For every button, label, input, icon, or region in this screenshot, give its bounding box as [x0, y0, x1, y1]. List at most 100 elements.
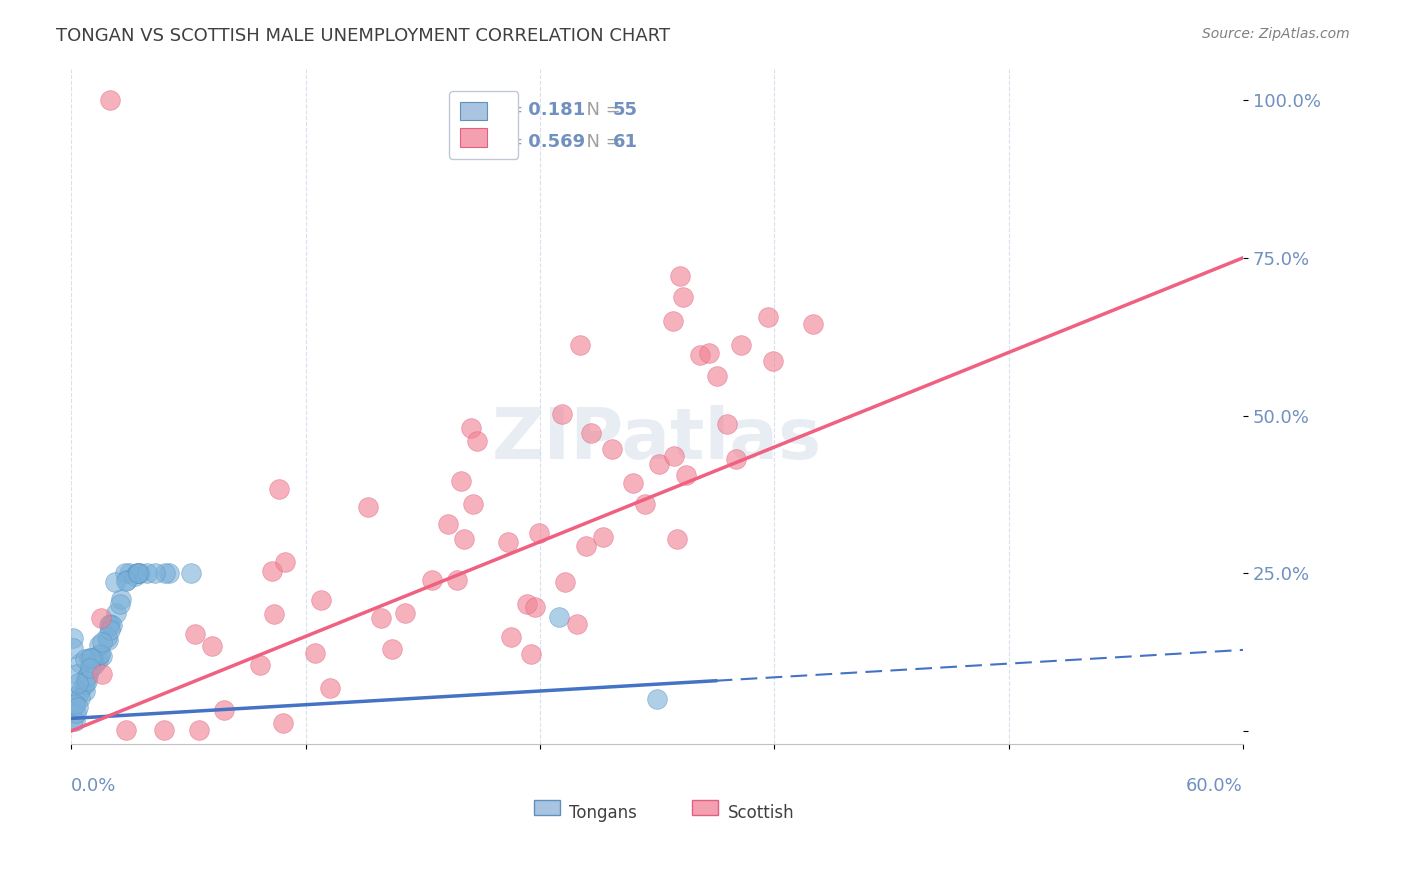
Point	[529, 526, 551, 541]
Point	[370, 610, 392, 624]
Point	[125, 566, 148, 581]
Point	[153, 566, 176, 581]
Point	[114, 566, 136, 581]
Point	[105, 606, 128, 620]
Text: Tongans: Tongans	[569, 805, 637, 822]
Point	[697, 346, 720, 360]
Point	[62, 712, 84, 726]
Point	[212, 703, 235, 717]
Point	[79, 650, 101, 665]
Point	[496, 534, 519, 549]
Text: 60.0%: 60.0%	[1187, 777, 1243, 795]
Point	[73, 683, 96, 698]
Point	[460, 421, 482, 435]
Text: ZIPatlas: ZIPatlas	[492, 405, 823, 475]
Point	[592, 531, 614, 545]
Text: Source: ZipAtlas.com: Source: ZipAtlas.com	[1202, 27, 1350, 41]
Point	[201, 639, 224, 653]
FancyBboxPatch shape	[692, 800, 718, 814]
Text: Scottish: Scottish	[727, 805, 794, 822]
Point	[76, 674, 98, 689]
Point	[621, 476, 644, 491]
Point	[115, 574, 138, 588]
Point	[62, 641, 84, 656]
Point	[73, 652, 96, 666]
Point	[127, 566, 149, 581]
Point	[89, 648, 111, 662]
Point	[675, 468, 697, 483]
Point	[463, 497, 485, 511]
Point	[554, 574, 576, 589]
Point	[127, 566, 149, 581]
Point	[70, 681, 93, 696]
Point	[311, 593, 333, 607]
Point	[550, 407, 572, 421]
Point	[706, 369, 728, 384]
Point	[67, 676, 90, 690]
Point	[90, 611, 112, 625]
Point	[66, 666, 89, 681]
Point	[136, 566, 159, 581]
Point	[645, 692, 668, 706]
Point	[569, 338, 592, 352]
Text: 0.569: 0.569	[523, 133, 585, 151]
Point	[87, 653, 110, 667]
Point	[114, 723, 136, 738]
Point	[465, 434, 488, 448]
Point	[97, 618, 120, 632]
Point	[91, 635, 114, 649]
Point	[90, 649, 112, 664]
Point	[97, 633, 120, 648]
Point	[664, 449, 686, 463]
Point	[67, 689, 90, 703]
Point	[689, 348, 711, 362]
Point	[669, 268, 692, 283]
Text: R =: R =	[489, 133, 529, 151]
Point	[63, 714, 86, 729]
Text: 0.181: 0.181	[523, 101, 586, 119]
Point	[575, 539, 598, 553]
Point	[672, 290, 695, 304]
Point	[516, 597, 538, 611]
Point	[446, 574, 468, 588]
Point	[724, 452, 747, 467]
Point	[381, 641, 404, 656]
Point	[79, 661, 101, 675]
Legend:  ,  : ,	[450, 91, 519, 159]
Point	[83, 657, 105, 672]
Point	[600, 442, 623, 456]
Point	[82, 651, 104, 665]
Point	[249, 658, 271, 673]
Point	[69, 656, 91, 670]
Point	[357, 500, 380, 514]
Point	[157, 566, 180, 581]
Point	[90, 666, 112, 681]
Point	[304, 646, 326, 660]
Point	[319, 681, 342, 696]
FancyBboxPatch shape	[534, 800, 560, 814]
Point	[422, 573, 444, 587]
Point	[100, 616, 122, 631]
Point	[63, 697, 86, 711]
Point	[118, 566, 141, 581]
Text: TONGAN VS SCOTTISH MALE UNEMPLOYMENT CORRELATION CHART: TONGAN VS SCOTTISH MALE UNEMPLOYMENT COR…	[56, 27, 671, 45]
Point	[66, 699, 89, 714]
Point	[260, 564, 283, 578]
Point	[579, 426, 602, 441]
Point	[101, 618, 124, 632]
Text: 61: 61	[613, 133, 637, 151]
Point	[662, 314, 685, 328]
Point	[63, 698, 86, 713]
Point	[450, 474, 472, 488]
Point	[108, 597, 131, 611]
Point	[394, 607, 416, 621]
Point	[98, 93, 121, 107]
Point	[75, 677, 97, 691]
Point	[129, 566, 152, 581]
Point	[756, 310, 779, 324]
Point	[110, 591, 132, 606]
Text: R =: R =	[489, 101, 529, 119]
Text: 0.0%: 0.0%	[72, 777, 117, 795]
Point	[104, 575, 127, 590]
Point	[188, 723, 211, 738]
